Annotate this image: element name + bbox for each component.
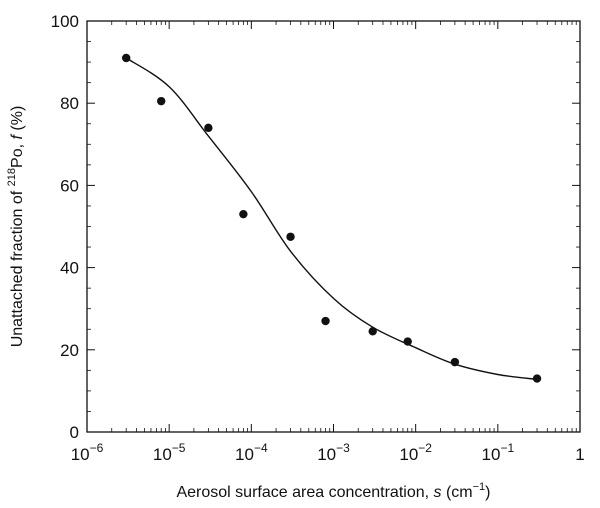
data-point bbox=[239, 209, 248, 219]
x-tick-label: 10−1 bbox=[482, 441, 515, 464]
x-tick-label: 1 bbox=[575, 445, 584, 464]
x-tick-label: 10−5 bbox=[153, 441, 186, 464]
data-point bbox=[157, 96, 166, 106]
y-axis-label: Unattached fraction of 218Po, f (%) bbox=[6, 106, 26, 348]
y-tick-label: 0 bbox=[70, 423, 79, 442]
x-tick-label: 10−4 bbox=[235, 441, 268, 464]
x-tick-label: 10−6 bbox=[71, 441, 104, 464]
data-layer bbox=[122, 53, 542, 383]
data-point bbox=[368, 327, 377, 336]
data-point bbox=[403, 337, 412, 346]
y-tick-label: 60 bbox=[60, 176, 79, 195]
y-tick-label: 100 bbox=[51, 12, 79, 31]
data-point bbox=[532, 374, 542, 383]
fitted-curve bbox=[125, 57, 538, 381]
x-axis-label: Aerosol surface area concentration, s (c… bbox=[176, 481, 490, 501]
data-point bbox=[450, 357, 460, 367]
x-tick-label: 10−3 bbox=[317, 441, 350, 464]
data-point bbox=[122, 53, 131, 63]
data-point bbox=[286, 232, 295, 241]
data-point bbox=[321, 316, 330, 326]
y-tick-label: 40 bbox=[60, 259, 79, 278]
axes: 10−6 10−5 10−4 10−3 10−2 10−1 1 0 20 40 60 80 100 bbox=[51, 12, 585, 464]
plot-frame bbox=[86, 20, 581, 433]
x-tick-label: 10−2 bbox=[399, 441, 432, 464]
y-tick-label: 20 bbox=[60, 341, 79, 360]
data-point bbox=[204, 123, 213, 133]
y-tick-label: 80 bbox=[60, 94, 79, 113]
